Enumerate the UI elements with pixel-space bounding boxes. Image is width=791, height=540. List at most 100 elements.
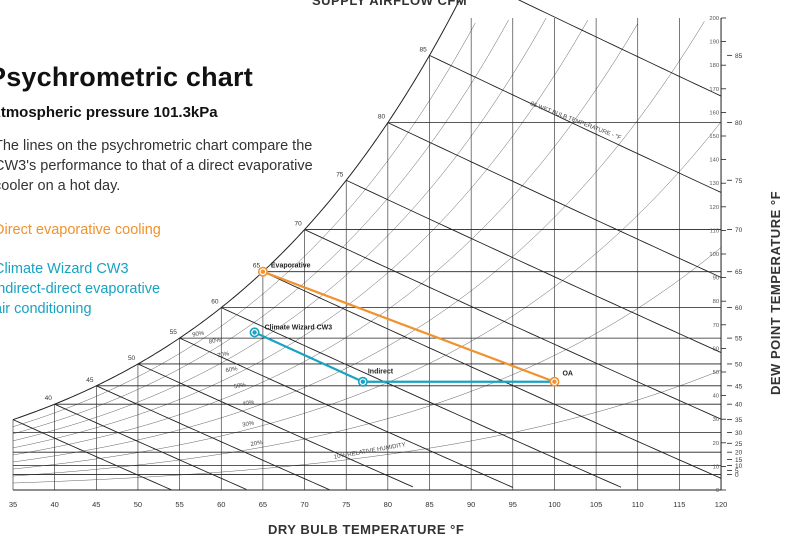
relative-humidity-label: 10% RELATIVE HUMIDITY xyxy=(334,442,407,461)
wet-bulb-label: 45 xyxy=(86,377,94,384)
relative-humidity-label: 50% xyxy=(234,382,248,390)
saturation-curve xyxy=(12,0,461,421)
grain-tick-label: 50 xyxy=(713,370,719,376)
wet-bulb-label: 70 xyxy=(295,221,303,228)
grain-tick-label: 90 xyxy=(713,276,719,282)
wet-bulb-line xyxy=(517,0,722,97)
grain-tick-label: 0 xyxy=(716,488,719,494)
y-axis-label: DEW POINT TEMPERATURE °F xyxy=(768,191,783,395)
x-tick-label: 90 xyxy=(467,500,475,509)
series-climate-wizard xyxy=(254,331,555,383)
relative-humidity-curve xyxy=(12,369,722,484)
relative-humidity-curve xyxy=(12,247,722,477)
dew-point-tick-label: 80 xyxy=(735,120,743,127)
legend-climate-wizard-line2: indirect-direct evaporative xyxy=(0,281,161,297)
relative-humidity-curve xyxy=(12,20,588,449)
dew-point-tick-label: 35 xyxy=(735,417,743,424)
dew-point-tick-label: 45 xyxy=(735,383,743,390)
relative-humidity-curve xyxy=(12,19,509,434)
relative-humidity-label: 30% xyxy=(242,421,256,429)
grain-tick-label: 160 xyxy=(709,110,719,116)
wet-bulb-annotation: 85 WET BULB TEMPERATURE - °F xyxy=(529,101,622,141)
dew-point-tick-label: 50 xyxy=(735,361,743,368)
dew-point-tick-label: 65 xyxy=(735,269,743,276)
series-direct-evaporative xyxy=(262,270,555,383)
x-tick-label: 120 xyxy=(715,500,728,509)
x-tick-label: 45 xyxy=(92,500,100,509)
legend-climate-wizard: Climate Wizard CW3 indirect-direct evapo… xyxy=(0,259,160,319)
legend-direct-evaporative: Direct evaporative cooling xyxy=(0,222,161,238)
dew-point-tick-label: 5 xyxy=(735,468,739,475)
x-tick-label: 105 xyxy=(590,500,603,509)
wet-bulb-label: 65 xyxy=(253,263,261,270)
dew-point-tick-label: 15 xyxy=(735,457,743,464)
x-tick-label: 80 xyxy=(384,500,392,509)
x-tick-label: 115 xyxy=(673,500,685,509)
relative-humidity-label: 90% xyxy=(192,330,206,338)
dew-point-tick-label: 40 xyxy=(735,402,743,409)
x-tick-label: 35 xyxy=(9,500,17,509)
chart-description: The lines on the psychrometric chart com… xyxy=(0,138,313,194)
dew-point-tick-label: 25 xyxy=(735,441,743,448)
state-point xyxy=(260,269,266,274)
relative-humidity-curve xyxy=(12,23,638,456)
grain-tick-label: 10 xyxy=(713,464,719,470)
grain-tick-label: 80 xyxy=(713,299,719,305)
relative-humidity-label: 60% xyxy=(225,366,239,374)
x-tick-label: 65 xyxy=(259,500,267,509)
x-tick-label: 100 xyxy=(548,500,561,509)
relative-humidity-curve xyxy=(12,22,476,427)
grain-tick-label: 190 xyxy=(709,40,719,46)
grain-tick-label: 180 xyxy=(709,63,719,69)
relative-humidity-label: 70% xyxy=(217,351,231,359)
chart-grid xyxy=(12,0,722,491)
wet-bulb-line xyxy=(221,307,622,488)
relative-humidity-curve xyxy=(12,21,705,463)
wet-bulb-line xyxy=(387,122,722,278)
state-point-label: Evaporative xyxy=(271,263,311,270)
state-point-label: Indirect xyxy=(368,369,394,376)
grain-tick-label: 70 xyxy=(713,323,719,329)
wet-bulb-line xyxy=(304,229,722,420)
chart-points: OA Evaporative Indirect Climate Wizard CW3 xyxy=(249,263,573,387)
grain-tick-label: 40 xyxy=(713,394,719,400)
legend-climate-wizard-line1: Climate Wizard CW3 xyxy=(0,261,129,277)
relative-humidity-label: 80% xyxy=(209,337,223,345)
dew-point-tick-label: 20 xyxy=(735,450,743,457)
chart-subtitle: Atmospheric pressure 101.3kPa xyxy=(0,104,218,121)
relative-humidity-curve xyxy=(12,121,722,470)
x-tick-label: 85 xyxy=(425,500,433,509)
grain-tick-label: 130 xyxy=(709,181,719,187)
dew-point-tick-label: 30 xyxy=(735,430,743,437)
x-tick-label: 60 xyxy=(217,500,225,509)
wet-bulb-line xyxy=(137,363,414,488)
state-point xyxy=(252,330,257,335)
grain-tick-label: 110 xyxy=(710,228,719,234)
x-tick-label: 110 xyxy=(632,500,644,509)
x-tick-label: 55 xyxy=(175,500,183,509)
state-point-label: OA xyxy=(562,371,573,378)
dew-point-tick-label: 75 xyxy=(735,178,743,185)
grain-tick-label: 60 xyxy=(713,346,719,352)
x-tick-label: 40 xyxy=(50,500,58,509)
grain-tick-label: 140 xyxy=(709,158,719,164)
legend-climate-wizard-line3: air conditioning xyxy=(0,301,92,317)
wet-bulb-line xyxy=(429,54,722,193)
x-axis-label: DRY BULB TEMPERATURE °F xyxy=(268,522,464,537)
wet-bulb-line xyxy=(12,419,172,491)
dew-point-tick-label: 85 xyxy=(735,53,743,60)
state-point xyxy=(552,379,557,384)
wet-bulb-label: 40 xyxy=(45,395,53,402)
relative-humidity-label: 20% xyxy=(250,440,264,448)
wet-bulb-label: 60 xyxy=(211,299,219,306)
grain-tick-label: 100 xyxy=(709,252,719,258)
wet-bulb-label: 50 xyxy=(128,355,136,362)
wet-bulb-label: 85 xyxy=(420,46,428,53)
wet-bulb-line xyxy=(262,271,722,479)
wet-bulb-label: 55 xyxy=(170,329,178,336)
dew-point-tick-label: 60 xyxy=(735,305,743,312)
wet-bulb-line xyxy=(54,403,247,490)
dew-point-tick-label: 0 xyxy=(735,472,739,479)
x-tick-label: 95 xyxy=(509,500,517,509)
wet-bulb-label: 75 xyxy=(336,171,344,178)
